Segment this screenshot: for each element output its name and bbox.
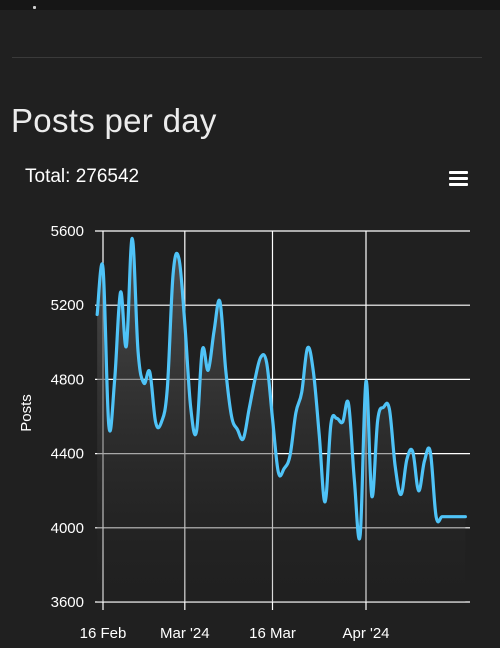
top-status-strip xyxy=(0,0,500,10)
y-tick-label: 3600 xyxy=(51,594,84,611)
hamburger-menu-icon[interactable] xyxy=(447,168,471,188)
menu-bar-middle xyxy=(449,177,468,180)
series-line xyxy=(95,236,467,541)
page-title: Posts per day xyxy=(11,102,217,139)
y-axis-label: Posts xyxy=(18,394,35,432)
y-tick-label: 4800 xyxy=(51,371,84,388)
menu-bar-top xyxy=(449,171,468,174)
x-tick-label: Apr '24 xyxy=(342,625,389,642)
y-tick-label: 4000 xyxy=(51,520,84,537)
y-tick-label: 4400 xyxy=(51,446,84,463)
series-area-fill xyxy=(97,238,466,602)
x-tick-label: 16 Feb xyxy=(80,625,127,642)
menu-bar-bottom xyxy=(449,183,468,186)
chart-total-label: Total: 276542 xyxy=(25,166,140,187)
x-tick-label: Mar '24 xyxy=(160,625,210,642)
section-divider xyxy=(12,57,482,58)
y-tick-label: 5200 xyxy=(51,297,84,314)
status-dot-icon xyxy=(33,6,36,9)
y-tick-label: 5600 xyxy=(51,223,84,240)
x-tick-label: 16 Mar xyxy=(249,625,296,642)
